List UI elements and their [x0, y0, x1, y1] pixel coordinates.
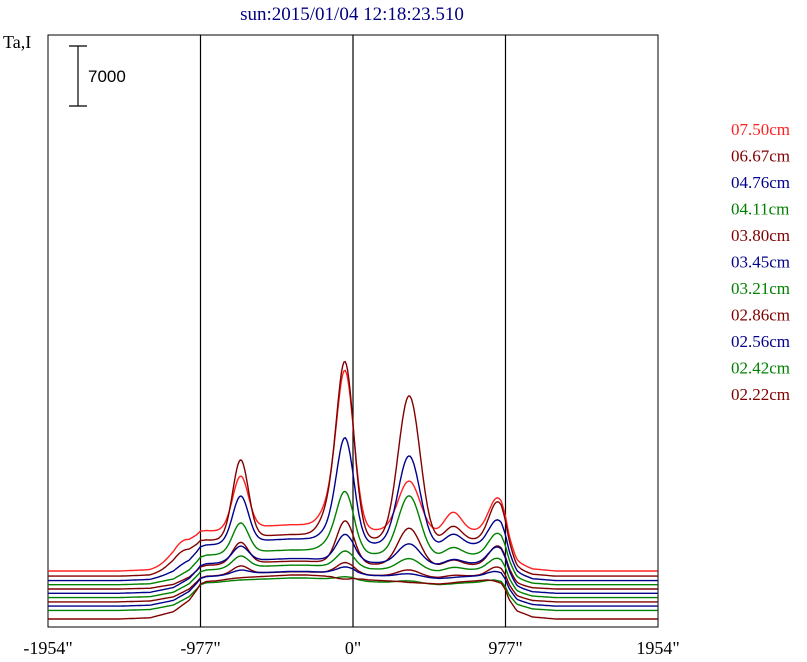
- series-line-03.45cm: [48, 533, 658, 594]
- legend-item-04.76cm: 04.76cm: [731, 173, 790, 192]
- series-line-03.80cm: [48, 520, 658, 590]
- legend-item-04.11cm: 04.11cm: [731, 200, 789, 219]
- legend-item-02.42cm: 02.42cm: [731, 359, 790, 378]
- legend: 07.50cm 06.67cm 04.76cm 04.11cm 03.80cm 03.45…: [731, 120, 790, 404]
- chart-title: sun:2015/01/04 12:18:23.510: [240, 4, 464, 25]
- legend-item-03.45cm: 03.45cm: [731, 253, 790, 272]
- series-layer: [48, 360, 658, 620]
- series-line-02.22cm: [48, 574, 658, 620]
- legend-item-03.80cm: 03.80cm: [731, 226, 790, 245]
- legend-item-06.67cm: 06.67cm: [731, 147, 790, 166]
- series-line-04.76cm: [48, 436, 658, 582]
- x-tick-label-0: -1954": [23, 638, 72, 658]
- series-line-02.56cm: [48, 566, 658, 607]
- x-tick-labels: -1954" -977" 0" 977" 1954": [23, 638, 679, 658]
- x-tick-label-4: 1954": [636, 638, 679, 658]
- series-line-03.21cm: [48, 550, 658, 599]
- series-line-04.11cm: [48, 490, 658, 586]
- series-line-02.86cm: [48, 561, 658, 603]
- reference-lines: [199, 35, 507, 627]
- y-axis-label: Ta,I: [3, 32, 31, 52]
- legend-item-07.50cm: 07.50cm: [731, 120, 790, 139]
- scale-bar: 7000: [69, 45, 126, 107]
- legend-item-02.56cm: 02.56cm: [731, 332, 790, 351]
- x-tick-label-3: 977": [488, 638, 522, 658]
- scale-bar-label: 7000: [88, 67, 126, 86]
- x-tick-label-1: -977": [180, 638, 220, 658]
- x-tick-label-2: 0": [345, 638, 361, 658]
- legend-item-02.86cm: 02.86cm: [731, 306, 790, 325]
- legend-item-03.21cm: 03.21cm: [731, 279, 790, 298]
- legend-item-02.22cm: 02.22cm: [731, 385, 790, 404]
- series-line-06.67cm: [48, 360, 658, 577]
- series-line-02.42cm: [48, 575, 658, 612]
